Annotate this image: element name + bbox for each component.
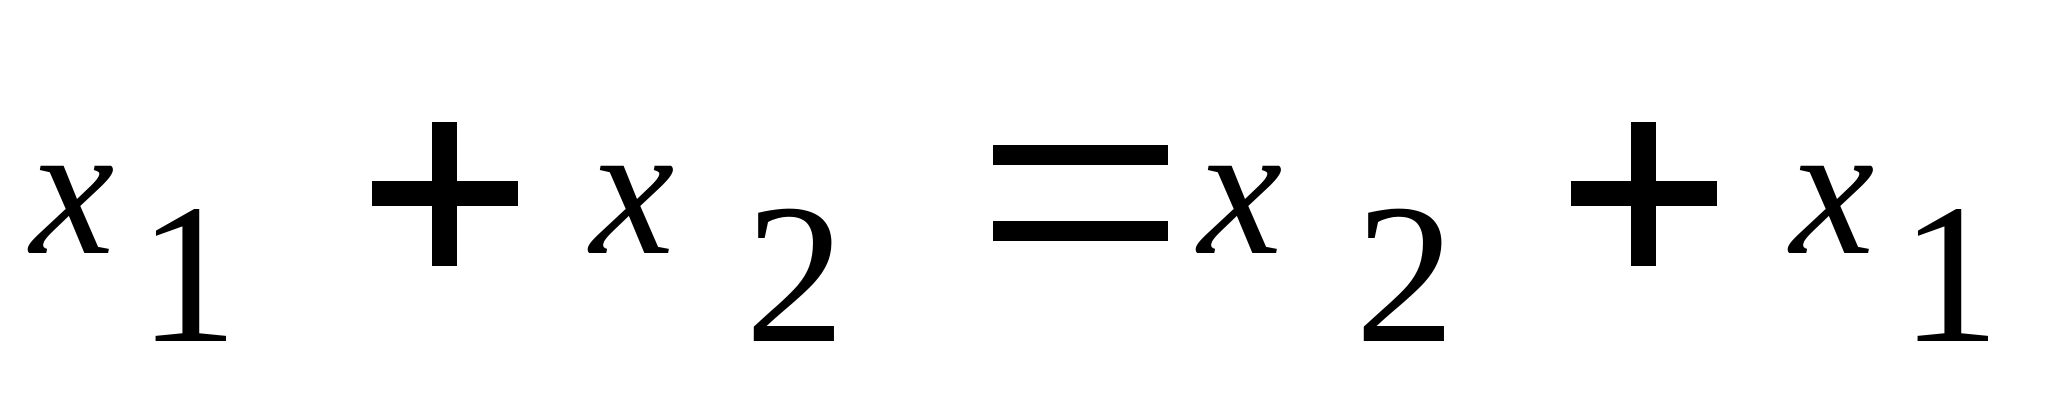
equals-sign <box>993 145 1168 241</box>
subscript: 1 <box>138 164 238 385</box>
variable-x: x <box>1198 85 1283 295</box>
subscript: 1 <box>1900 164 2000 385</box>
plus-operator <box>372 122 518 266</box>
plus-operator <box>1571 122 1717 266</box>
variable-x: x <box>1790 85 1875 295</box>
variable-x: x <box>30 85 115 295</box>
subscript: 2 <box>745 164 845 385</box>
subscript: 2 <box>1355 164 1455 385</box>
variable-x: x <box>590 85 675 295</box>
